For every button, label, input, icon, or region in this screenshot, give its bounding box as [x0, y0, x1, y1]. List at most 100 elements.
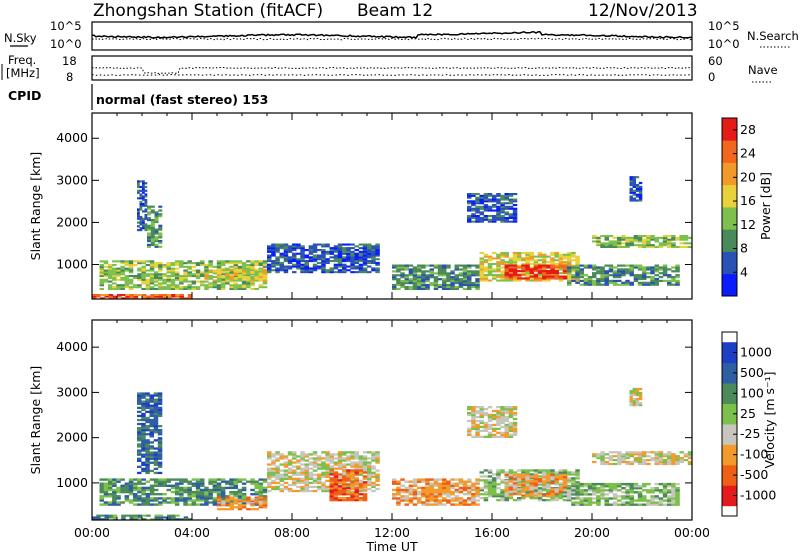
heatmap-cell	[358, 250, 364, 253]
heatmap-cell	[107, 275, 113, 278]
heatmap-cell	[104, 514, 109, 517]
heatmap-cell	[458, 272, 464, 275]
heatmap-cell	[596, 268, 601, 271]
heatmap-cell	[487, 495, 493, 498]
heatmap-cell	[183, 488, 188, 492]
heatmap-cell	[271, 254, 276, 257]
heatmap-cell	[292, 254, 297, 257]
heatmap-cell	[567, 473, 572, 476]
heatmap-cell	[629, 487, 634, 490]
heatmap-cell	[467, 484, 472, 487]
heatmap-cell	[200, 490, 205, 494]
heatmap-cell	[354, 271, 359, 274]
heatmap-cell	[325, 258, 330, 261]
heatmap-cell	[667, 281, 672, 284]
heatmap-cell	[158, 213, 163, 216]
heatmap-cell	[629, 244, 634, 247]
heatmap-cell	[496, 211, 501, 214]
x-tick-label: 08:00	[274, 525, 310, 540]
heatmap-cell	[149, 486, 155, 490]
heatmap-cell	[575, 473, 580, 476]
heatmap-cell	[567, 497, 572, 500]
heatmap-cell	[550, 277, 555, 280]
heatmap-cell	[362, 260, 368, 263]
heatmap-cell	[417, 283, 422, 287]
heatmap-cell	[141, 467, 146, 470]
heatmap-cell	[525, 268, 530, 271]
heatmap-cell	[225, 268, 230, 271]
heatmap-cell	[642, 462, 647, 466]
heatmap-cell	[150, 236, 155, 239]
heatmap-cell	[142, 295, 147, 298]
heatmap-cell	[144, 215, 148, 219]
heatmap-cell	[583, 279, 589, 282]
heatmap-cell	[587, 489, 593, 492]
heatmap-cell	[371, 453, 376, 456]
heatmap-cell	[225, 496, 230, 499]
heatmap-cell	[362, 471, 368, 474]
heatmap-cell	[142, 202, 145, 205]
heatmap-cell	[325, 455, 330, 458]
heatmap-cell	[246, 265, 251, 268]
heatmap-cell	[258, 478, 264, 481]
heatmap-cell	[587, 276, 593, 279]
freq-series	[91, 66, 693, 75]
heatmap-cell	[279, 489, 284, 493]
heatmap-cell	[417, 270, 422, 273]
heatmap-cell	[358, 256, 364, 259]
heatmap-cell	[258, 502, 264, 505]
heatmap-cell	[554, 480, 559, 483]
heatmap-cell	[158, 226, 163, 229]
heatmap-cell	[654, 240, 659, 243]
heatmap-cell	[521, 257, 526, 260]
heatmap-cell	[629, 491, 634, 494]
heatmap-cell	[99, 265, 104, 268]
heatmap-cell	[437, 493, 443, 496]
heatmap-cell	[346, 247, 351, 250]
heatmap-cell	[392, 488, 397, 492]
freq-hi: 18	[62, 54, 77, 68]
heatmap-cell	[608, 235, 614, 238]
heatmap-cell	[267, 481, 272, 485]
heatmap-cell	[500, 406, 505, 409]
heatmap-cell	[632, 393, 636, 397]
heatmap-cell	[99, 271, 104, 274]
heatmap-cell	[112, 264, 117, 267]
heatmap-cell	[637, 244, 643, 247]
heatmap-cell	[500, 471, 505, 474]
heatmap-cell	[346, 483, 351, 486]
heatmap-cell	[600, 487, 605, 490]
heatmap-cell	[500, 274, 505, 277]
heatmap-cell	[475, 406, 480, 409]
heatmap-cell	[124, 495, 130, 498]
heatmap-cell	[375, 459, 380, 462]
heatmap-cell	[174, 275, 180, 278]
heatmap-cell	[271, 487, 276, 491]
heatmap-cell	[149, 429, 154, 432]
heatmap-cell	[542, 486, 547, 489]
heatmap-cell	[425, 486, 430, 490]
heatmap-cell	[208, 286, 213, 289]
heatmap-cell	[158, 284, 163, 287]
heatmap-cell	[103, 478, 109, 481]
heatmap-cell	[246, 267, 251, 270]
heatmap-cell	[400, 285, 405, 289]
heatmap-cell	[283, 469, 289, 472]
heatmap-cell	[454, 274, 459, 277]
heatmap-cell	[508, 421, 514, 425]
heatmap-cell	[275, 467, 280, 470]
heatmap-cell	[479, 435, 484, 438]
heatmap-cell	[575, 487, 580, 490]
heatmap-cell	[137, 402, 142, 405]
heatmap-cell	[367, 245, 372, 248]
heatmap-cell	[392, 497, 397, 500]
heatmap-cell	[500, 479, 505, 482]
heatmap-cell	[546, 492, 551, 495]
heatmap-cell	[492, 429, 497, 432]
heatmap-cell	[216, 482, 222, 485]
heatmap-cell	[300, 247, 305, 250]
heatmap-cell	[254, 272, 259, 275]
heatmap-cell	[267, 265, 272, 268]
heatmap-cell	[512, 266, 518, 269]
heatmap-cell	[412, 274, 418, 277]
